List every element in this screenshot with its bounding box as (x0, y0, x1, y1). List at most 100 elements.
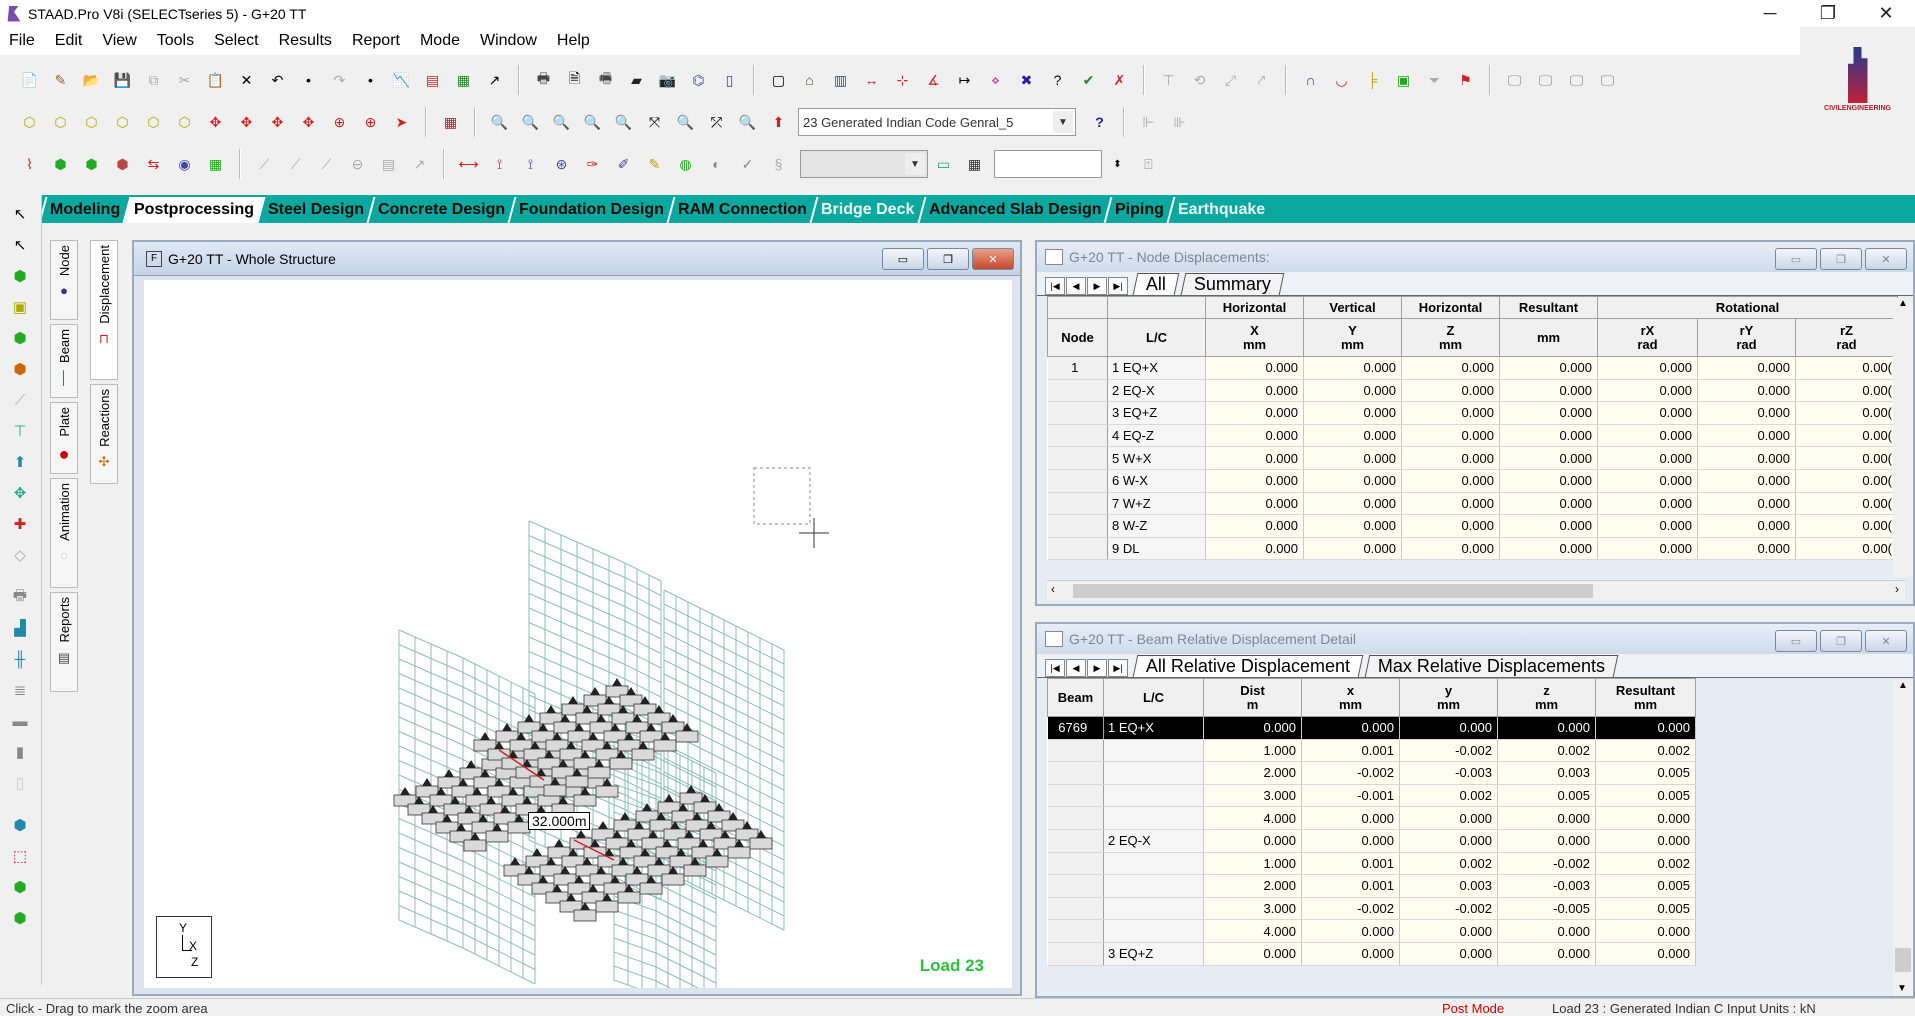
prev-page-icon[interactable]: ◀ (1066, 277, 1086, 295)
save-icon[interactable]: 💾 (113, 71, 132, 88)
value-cell[interactable]: -0.002 (1497, 852, 1596, 876)
scrollbar-thumb[interactable] (1895, 948, 1911, 972)
load-case-cell[interactable]: 1 EQ+X (1107, 356, 1206, 380)
value-cell[interactable]: 0.000 (1595, 806, 1696, 830)
value-cell[interactable]: 0.00( (1795, 446, 1899, 470)
table-row[interactable]: 7 W+Z 0.000 0.000 0.000 0.000 0.000 0.000 0.00( (1047, 492, 1899, 516)
select-load-icon[interactable]: ⬆ (13, 454, 27, 471)
struct5-icon[interactable]: ✑ (586, 155, 599, 172)
structure-viewport[interactable]: 32.000m Y X Z Load 23 (144, 280, 1012, 988)
beam-cell[interactable] (1047, 942, 1104, 966)
value-cell[interactable]: 0.000 (1303, 514, 1402, 538)
tab-modeling[interactable]: Modeling (38, 197, 130, 223)
value-cell[interactable]: 0.000 (1303, 469, 1402, 493)
node-cell[interactable] (1047, 469, 1108, 493)
view-cube2-icon[interactable]: ⬡ (54, 113, 67, 130)
value-cell[interactable]: 0.000 (1595, 919, 1696, 943)
chart6-icon[interactable]: ▯ (15, 775, 25, 792)
minimize-button[interactable]: ─ (1763, 3, 1777, 23)
tab-steel-design[interactable]: Steel Design (256, 197, 374, 223)
load-icon[interactable]: ⬆ (772, 113, 785, 130)
check-icon[interactable]: ✔ (1082, 71, 1095, 88)
value-cell[interactable]: 0.000 (1497, 829, 1596, 853)
value-cell[interactable]: 0.000 (1303, 424, 1402, 448)
pointer-icon[interactable]: ➤ (395, 113, 408, 130)
rotate-left-icon[interactable]: ✥ (271, 113, 284, 130)
edit-icon[interactable]: ✗ (1113, 71, 1126, 88)
vtab-node[interactable]: Node ● (50, 240, 78, 320)
beam-cell[interactable] (1047, 852, 1104, 876)
load-case-cell[interactable]: 4 EQ-Z (1107, 424, 1206, 448)
value-cell[interactable]: 0.00( (1795, 537, 1899, 561)
value-cell[interactable]: 0.003 (1399, 874, 1498, 898)
table-row[interactable]: 3 EQ+Z 0.000 0.000 0.000 0.000 0.000 0.000 0.00… (1047, 401, 1899, 425)
value-cell[interactable]: 0.000 (1499, 356, 1598, 380)
fit-icon[interactable]: ⤢ (1224, 71, 1237, 88)
restore-button[interactable]: ❐ (927, 248, 969, 270)
column-header[interactable]: mm (1499, 318, 1598, 357)
struct9-icon[interactable]: ◐ (712, 156, 721, 172)
select-geometry-icon[interactable]: ◉ (178, 155, 191, 172)
calendar-icon[interactable]: ▦ (967, 155, 982, 172)
value-cell[interactable]: 0.000 (1401, 424, 1500, 448)
node-cell[interactable] (1047, 424, 1108, 448)
menu-select[interactable]: Select (214, 32, 259, 49)
cursor-nodes-icon[interactable]: ↖ (13, 206, 27, 223)
chart-icon[interactable]: ▥ (833, 71, 848, 88)
vertical-scrollbar[interactable]: ▲ (1893, 298, 1913, 578)
value-cell[interactable]: 0.000 (1697, 424, 1796, 448)
last-page-icon[interactable]: ▶| (1108, 659, 1128, 677)
view-cube4-icon[interactable]: ⬡ (116, 113, 129, 130)
symbol-icon[interactable]: ⤤ (1257, 71, 1266, 88)
zoom-prev-icon[interactable]: 🔍 (614, 113, 633, 130)
column-header[interactable]: rZ rad (1794, 318, 1899, 357)
table-row[interactable]: 1.000 0.001 0.002 -0.002 0.002 (1047, 852, 1696, 876)
vtab-reactions[interactable]: Reactions ✣ (90, 384, 118, 484)
next-page-icon[interactable]: ▶ (1087, 277, 1107, 295)
menu-tools[interactable]: Tools (156, 32, 195, 49)
value-cell[interactable]: 0.000 (1697, 469, 1796, 493)
camera-icon[interactable]: 📷 (658, 71, 677, 88)
arc-icon[interactable]: ∩ (1305, 72, 1316, 88)
zoom-extents-icon[interactable]: 🔍 (676, 113, 695, 130)
value-cell[interactable]: 0.000 (1597, 469, 1698, 493)
scroll-up-icon[interactable]: ▲ (1898, 680, 1908, 691)
help-icon[interactable]: ? (1095, 114, 1104, 130)
value-cell[interactable]: 0.000 (1205, 401, 1304, 425)
value-cell[interactable]: 0.001 (1301, 739, 1400, 763)
value-cell[interactable]: 0.000 (1499, 469, 1598, 493)
value-cell[interactable]: 0.000 (1205, 492, 1304, 516)
tab-earthquake[interactable]: Earthquake (1166, 197, 1275, 223)
value-cell[interactable]: 0.000 (1697, 446, 1796, 470)
view-cube3-icon[interactable]: ⬡ (85, 113, 98, 130)
first-page-icon[interactable]: |◀ (1045, 277, 1065, 295)
load-case-cell[interactable]: 2 EQ-X (1107, 379, 1206, 403)
close-button[interactable]: ✕ (972, 248, 1014, 270)
value-cell[interactable]: 0.000 (1497, 716, 1596, 740)
table-row[interactable]: 2 EQ-X 0.000 0.000 0.000 0.000 0.000 (1047, 829, 1696, 853)
value-cell[interactable]: 0.000 (1303, 492, 1402, 516)
value-cell[interactable]: -0.001 (1301, 784, 1400, 808)
value-cell[interactable]: 0.002 (1399, 784, 1498, 808)
rotate-down-icon[interactable]: ✥ (240, 113, 253, 130)
column-header[interactable]: Beam (1047, 678, 1104, 717)
value-cell[interactable]: -0.002 (1399, 739, 1498, 763)
value-cell[interactable]: 0.000 (1595, 942, 1696, 966)
tool3-icon[interactable]: ⟋ (321, 155, 332, 172)
value-cell[interactable]: 0.000 (1497, 942, 1596, 966)
value-cell[interactable]: 0.002 (1497, 739, 1596, 763)
beam-cell[interactable] (1047, 829, 1104, 853)
menu-edit[interactable]: Edit (54, 32, 83, 49)
select-support-icon[interactable]: ✥ (13, 485, 27, 502)
node-dim-icon[interactable]: ⊹ (896, 71, 909, 88)
table-row[interactable]: 6769 1 EQ+X 0.000 0.000 0.000 0.000 0.000 (1047, 716, 1696, 740)
value-cell[interactable]: 0.000 (1595, 829, 1696, 853)
value-cell[interactable]: 0.000 (1399, 829, 1498, 853)
select-move-icon[interactable]: ✚ (13, 516, 27, 533)
column-icon[interactable]: ╞ (1367, 72, 1378, 88)
angle-icon[interactable]: ∡ (927, 71, 940, 88)
prev-page-icon[interactable]: ◀ (1066, 659, 1086, 677)
value-cell[interactable]: 0.00( (1795, 492, 1899, 516)
